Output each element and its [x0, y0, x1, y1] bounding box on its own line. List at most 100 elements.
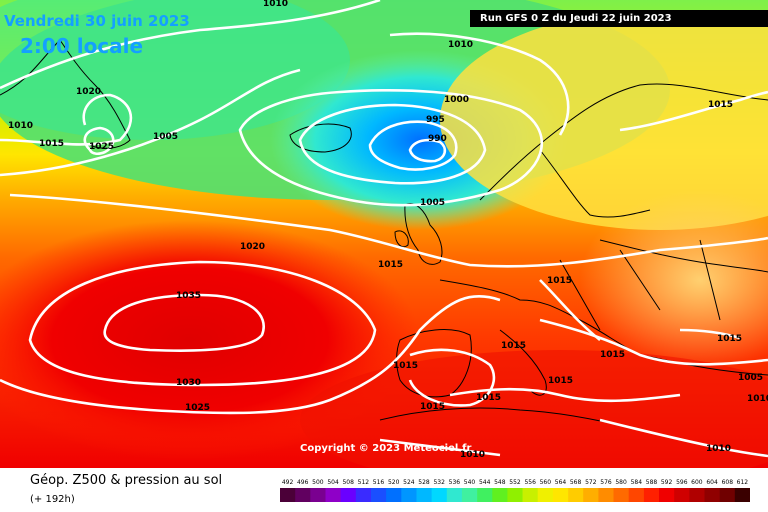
- legend-value-label: 516: [373, 479, 385, 486]
- legend-value-label: 540: [464, 479, 476, 486]
- legend-value-label: 520: [388, 479, 400, 486]
- legend-value-label: 532: [433, 479, 445, 486]
- legend-color-swatch: [280, 488, 296, 502]
- legend-value-label: 608: [722, 479, 734, 486]
- isobar-label: 1015: [548, 376, 573, 386]
- legend-color-swatch: [295, 488, 311, 502]
- legend-color-swatch: [507, 488, 523, 502]
- legend-value-label: 576: [600, 479, 612, 486]
- isobar-lines: [0, 0, 768, 456]
- legend-value-label: 512: [358, 479, 370, 486]
- legend-value-label: 556: [524, 479, 536, 486]
- isobar-label: 990: [428, 134, 447, 144]
- copyright-notice: Copyright © 2023 Meteociel.fr: [300, 443, 472, 454]
- legend-color-swatch: [537, 488, 554, 502]
- legend-color-swatch: [355, 488, 372, 502]
- legend-color-swatch: [583, 488, 599, 502]
- isobar-label: 1015: [717, 334, 742, 344]
- z500-ridge-scandinavia: [440, 10, 768, 230]
- isobar-label: 1010: [706, 444, 731, 454]
- legend-color-swatch: [461, 488, 478, 502]
- legend-color-swatch: [613, 488, 629, 502]
- legend-color-swatch: [674, 488, 690, 502]
- isobar-label: 1005: [153, 132, 178, 142]
- legend-value-label: 568: [570, 479, 582, 486]
- legend-color-swatch: [371, 488, 387, 502]
- legend-value-label: 492: [282, 479, 294, 486]
- legend-value-label: 508: [342, 479, 354, 486]
- legend-color-swatch: [522, 488, 539, 502]
- legend-value-label: 496: [297, 479, 309, 486]
- legend-value-label: 572: [585, 479, 597, 486]
- isobar-label: 1015: [501, 341, 526, 351]
- legend-value-label: 592: [661, 479, 673, 486]
- legend-color-swatch: [734, 488, 750, 502]
- legend-color-swatch: [659, 488, 675, 502]
- isobar-labels: 1010 1010 1020 1010 1015 1025 1005 1000 …: [8, 0, 768, 460]
- legend-value-label: 580: [615, 479, 627, 486]
- isobar-label: 1015: [708, 100, 733, 110]
- legend-value-label: 544: [479, 479, 491, 486]
- isobar-label: 1025: [185, 403, 210, 413]
- forecast-map: 1010 1010 1020 1010 1015 1025 1005 1000 …: [0, 0, 768, 468]
- isobar-label: 1005: [420, 198, 445, 208]
- legend-color-swatch: [704, 488, 720, 502]
- legend-value-label: 552: [509, 479, 521, 486]
- legend-value-label: 548: [494, 479, 506, 486]
- legend-value-label: 584: [631, 479, 643, 486]
- isobar-label: 1035: [176, 291, 201, 301]
- isobar-label: 1025: [89, 142, 114, 152]
- legend-value-label: 564: [555, 479, 567, 486]
- isobar-label: 1015: [547, 276, 572, 286]
- legend-value-label: 600: [691, 479, 703, 486]
- isobar-label: 1015: [378, 260, 403, 270]
- isobar-label: 1015: [420, 402, 445, 412]
- legend-color-swatch: [401, 488, 417, 502]
- legend-value-label: 560: [540, 479, 552, 486]
- legend-color-swatch: [431, 488, 448, 502]
- isobar-label: 1015: [476, 393, 501, 403]
- legend-value-label: 524: [403, 479, 415, 486]
- z500-zone-africa: [300, 350, 768, 468]
- isobar-label: 995: [426, 115, 445, 125]
- isobar-label: 1005: [738, 373, 763, 383]
- legend-color-swatch: [643, 488, 660, 502]
- isobar-label: 1015: [600, 350, 625, 360]
- forecast-date: Vendredi 30 juin 2023: [4, 12, 190, 30]
- legend-color-swatch: [628, 488, 645, 502]
- isobar-label: 1010: [8, 121, 33, 131]
- isobar-label: 1020: [76, 87, 101, 97]
- forecast-local-time: 2:00 locale: [20, 34, 144, 58]
- legend-color-swatch: [310, 488, 326, 502]
- isobar-label: 1010: [263, 0, 288, 9]
- legend-value-label: 604: [706, 479, 718, 486]
- map-caption: Géop. Z500 & pression au sol: [30, 473, 223, 488]
- isobar-label: 1030: [176, 378, 201, 388]
- legend-color-swatch: [552, 488, 569, 502]
- legend-color-swatch: [689, 488, 705, 502]
- model-run-banner: Run GFS 0 Z du Jeudi 22 juin 2023: [470, 10, 768, 27]
- legend-color-swatch: [568, 488, 584, 502]
- legend-color-swatch: [340, 488, 357, 502]
- legend-value-label: 596: [676, 479, 688, 486]
- legend-value-label: 588: [646, 479, 658, 486]
- isobar-label: 1010: [747, 394, 768, 404]
- legend-value-label: 504: [327, 479, 339, 486]
- forecast-lead-time: (+ 192h): [30, 494, 75, 505]
- legend-color-swatch: [598, 488, 614, 502]
- legend-value-label: 500: [312, 479, 324, 486]
- legend-value-label: 528: [418, 479, 430, 486]
- z500-zone-east-europe: [580, 190, 768, 370]
- legend-color-swatch: [446, 488, 463, 502]
- legend-color-swatch: [386, 488, 402, 502]
- isobar-label: 1010: [448, 40, 473, 50]
- isobar-label: 1010: [460, 450, 485, 460]
- isobar-label: 1015: [39, 139, 64, 149]
- legend-color-swatch: [416, 488, 432, 502]
- legend-value-label: 612: [737, 479, 749, 486]
- isobar-label: 1000: [444, 95, 469, 105]
- legend-color-swatch: [477, 488, 493, 502]
- isobar-label: 1020: [240, 242, 265, 252]
- isobar-label: 1015: [393, 361, 418, 371]
